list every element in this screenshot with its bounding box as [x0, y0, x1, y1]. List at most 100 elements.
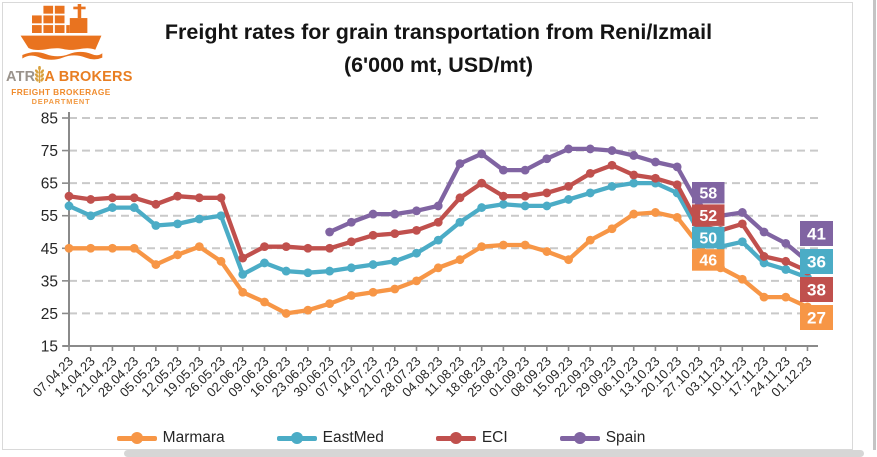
data-point-eci	[64, 191, 74, 201]
data-point-eastmed	[433, 235, 443, 245]
data-point-eastmed	[737, 237, 747, 247]
wheat-ear-icon	[35, 65, 45, 83]
legend-label-spain: Spain	[605, 429, 646, 446]
data-point-eastmed	[194, 214, 204, 224]
data-point-spain	[759, 227, 769, 237]
data-point-marmara	[260, 297, 269, 307]
data-label-box-marmara	[800, 305, 833, 330]
data-point-spain	[629, 151, 639, 160]
data-point-eci	[433, 217, 443, 227]
y-tick-label: 15	[41, 339, 58, 356]
data-point-eci	[651, 173, 660, 183]
spain-line-marker-icon	[559, 432, 600, 444]
data-point-eci	[520, 191, 530, 201]
horizontal-scrollbar[interactable]	[124, 450, 864, 457]
data-point-marmara	[86, 243, 96, 253]
data-point-marmara	[238, 287, 248, 297]
data-label-eastmed: 50	[699, 230, 717, 247]
data-label-box-eci	[800, 277, 833, 302]
data-point-marmara	[173, 250, 183, 260]
data-point-spain	[781, 239, 791, 248]
data-point-spain	[542, 154, 552, 164]
data-point-eastmed	[216, 211, 226, 221]
chart-title-line1: Freight rates for grain transportation f…	[164, 20, 713, 44]
y-tick-label: 55	[41, 208, 58, 225]
data-point-eastmed	[564, 195, 573, 204]
data-point-eastmed	[86, 211, 96, 221]
data-label-eci: 52	[699, 208, 717, 225]
eci-line-marker-icon	[435, 432, 476, 444]
y-tick-label: 65	[41, 176, 58, 193]
chart-legend: Marmara EastMed ECI Spain	[0, 424, 762, 452]
brand-prefix: ATR	[6, 69, 36, 85]
data-point-eci	[151, 199, 161, 209]
data-point-eastmed	[781, 265, 791, 274]
legend-item-eci: ECI	[435, 429, 508, 447]
brand-name: ATR A BROKERS	[6, 65, 132, 85]
data-point-marmara	[216, 256, 226, 266]
data-point-eci	[86, 195, 96, 204]
marmara-line-marker-icon	[116, 432, 157, 444]
data-point-marmara	[64, 243, 74, 253]
atria-brokers-logo: ATR A BROKERS FREIGHT BROKERAGE DEPARTMEN…	[6, 4, 132, 105]
data-point-spain	[499, 165, 508, 175]
data-point-marmara	[499, 240, 508, 250]
data-point-eastmed	[455, 217, 465, 227]
data-point-spain	[455, 159, 465, 169]
data-point-marmara	[781, 292, 791, 302]
data-point-marmara	[151, 260, 161, 269]
data-label-box-eastmed	[692, 226, 725, 249]
legend-item-spain: Spain	[559, 429, 646, 447]
data-point-eastmed	[759, 258, 769, 268]
data-point-marmara	[194, 242, 204, 252]
data-point-eastmed	[238, 269, 248, 279]
chart-title-line2: (6'000 mt, USD/mt)	[343, 53, 534, 78]
chart-title: Freight rates for grain transportation f…	[0, 16, 877, 83]
cargo-ship-icon	[20, 4, 103, 60]
data-point-eci	[585, 168, 595, 178]
data-point-eci	[477, 178, 487, 188]
y-tick-label: 45	[41, 241, 58, 258]
data-point-eastmed	[368, 260, 378, 269]
data-point-eastmed	[303, 268, 313, 278]
data-point-marmara	[433, 263, 443, 273]
data-point-eastmed	[585, 188, 595, 198]
data-label-box-spain	[800, 221, 833, 246]
data-point-spain	[607, 146, 617, 155]
y-tick-label: 35	[41, 273, 58, 290]
data-point-marmara	[672, 212, 682, 222]
data-point-marmara	[325, 299, 335, 309]
data-point-eastmed	[412, 248, 421, 258]
data-point-marmara	[520, 240, 530, 250]
data-point-eci	[781, 256, 791, 266]
y-tick-label: 75	[41, 143, 58, 160]
vertical-scrollbar[interactable]	[873, 0, 876, 450]
data-point-eci	[238, 253, 248, 263]
data-point-eastmed	[629, 178, 639, 188]
data-point-eci	[564, 182, 573, 191]
data-point-spain	[564, 144, 573, 154]
data-point-marmara	[542, 247, 552, 256]
data-point-eci	[368, 230, 378, 240]
data-point-marmara	[455, 255, 465, 265]
data-point-eci	[737, 219, 747, 229]
data-point-eci	[281, 242, 291, 252]
data-point-eci	[173, 191, 183, 201]
data-label-marmara: 27	[807, 309, 826, 328]
data-point-marmara	[737, 274, 747, 284]
data-point-eci	[346, 237, 356, 247]
data-label-eci: 38	[807, 281, 826, 300]
data-point-spain	[672, 162, 682, 172]
data-point-eci	[455, 193, 465, 203]
data-point-eci	[129, 193, 139, 203]
data-point-eastmed	[346, 263, 356, 273]
data-point-eastmed	[499, 199, 508, 209]
data-point-spain	[477, 149, 487, 159]
data-point-eci	[390, 229, 400, 239]
data-point-spain	[412, 206, 421, 216]
data-point-marmara	[651, 208, 660, 217]
data-label-box-marmara	[692, 249, 725, 271]
data-point-eci	[412, 225, 421, 235]
data-point-spain	[433, 201, 443, 211]
